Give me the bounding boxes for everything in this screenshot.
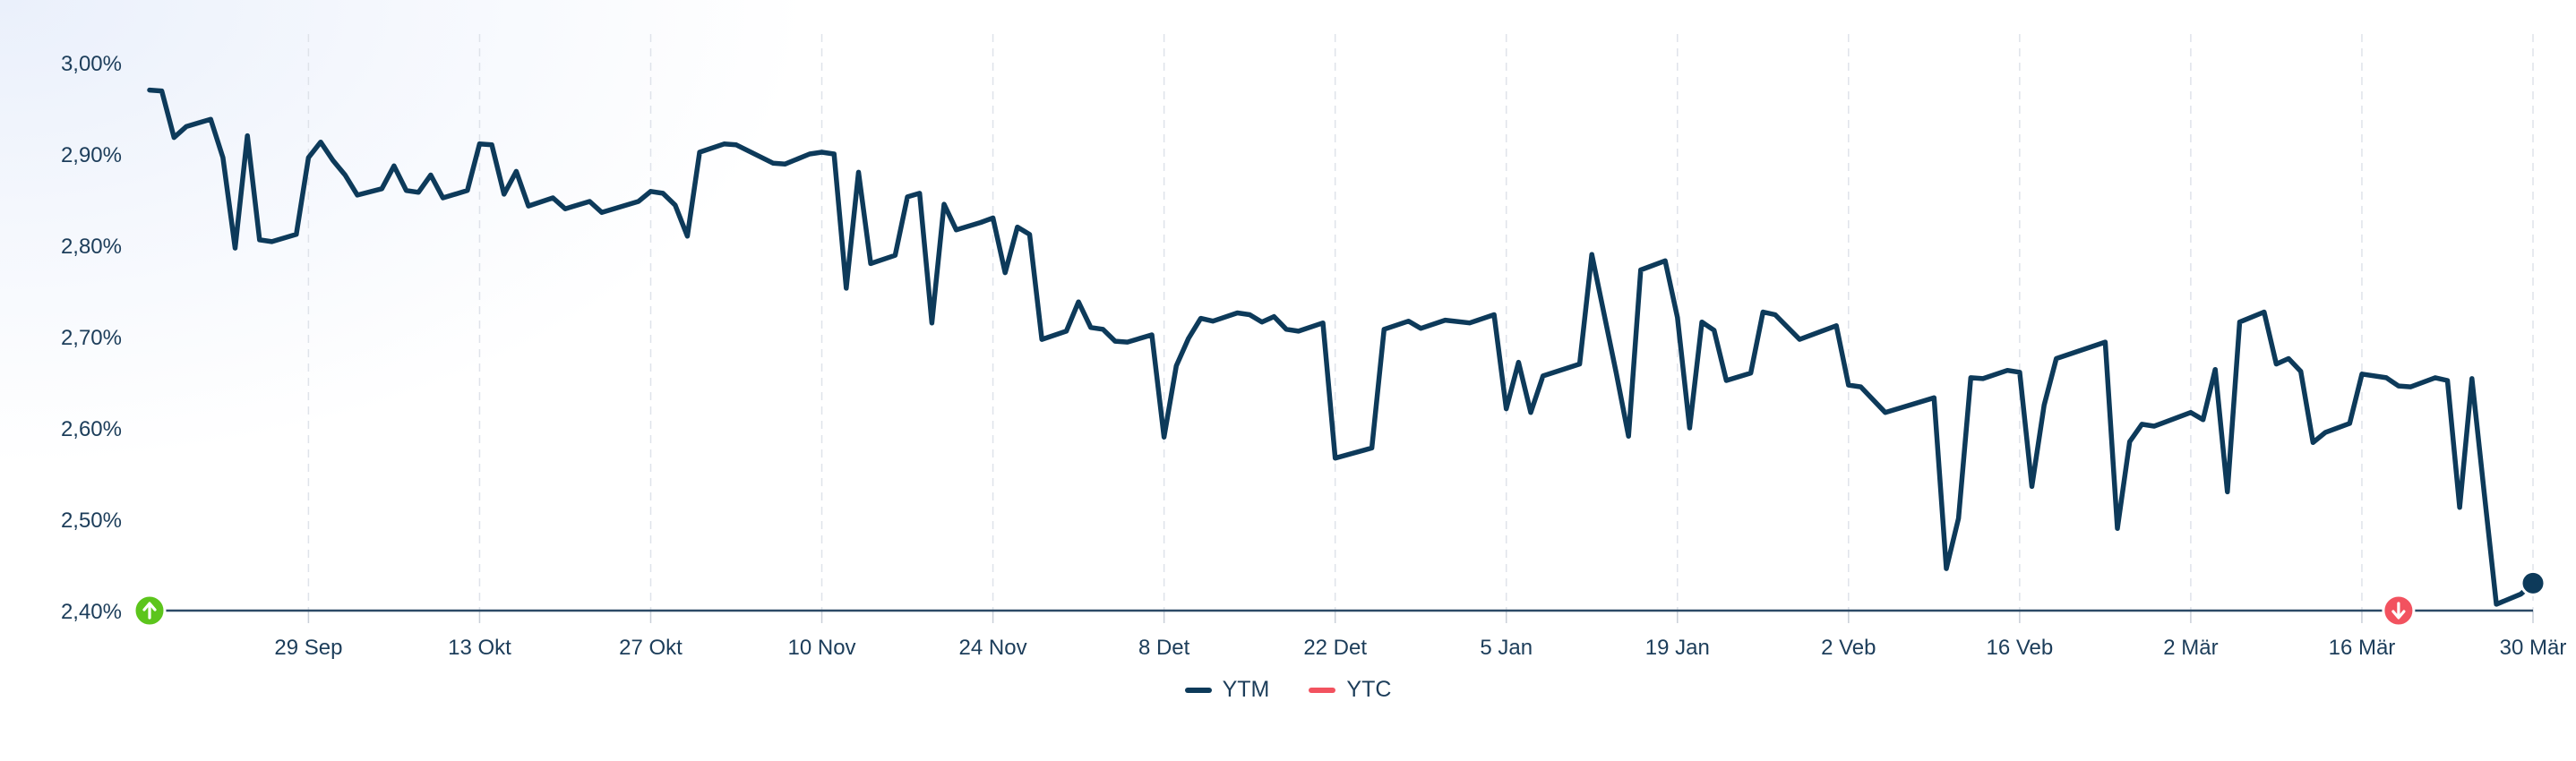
legend: YTM YTC	[0, 677, 2576, 703]
y-tick-label: 2,40%	[61, 600, 122, 624]
x-tick-label: 5 Jan	[1480, 636, 1533, 660]
x-tick-label: 24 Nov	[959, 636, 1027, 660]
y-tick-label: 2,60%	[61, 417, 122, 441]
x-tick-label: 13 Okt	[448, 636, 511, 660]
series-line-ytm[interactable]	[147, 87, 2536, 607]
x-tick-label: 16 Veb	[1986, 636, 2053, 660]
x-tick-label: 27 Okt	[619, 636, 683, 660]
x-tick-label: 2 Veb	[1821, 636, 1876, 660]
call-marker[interactable]	[2382, 594, 2416, 628]
yield-chart: 3,00% 2,90% 2,80% 2,70% 2,60% 2,50% 2,40% 29 S…	[61, 34, 2567, 660]
x-tick-label: 30 Mär	[2500, 636, 2567, 660]
legend-label-ytm: YTM	[1222, 677, 1270, 702]
last-point-marker[interactable]	[2520, 569, 2546, 596]
legend-swatch-ytm	[1184, 687, 1212, 693]
legend-label-ytc: YTC	[1346, 677, 1392, 702]
grid-lines	[307, 34, 2534, 611]
x-tick-label: 10 Nov	[788, 636, 856, 660]
x-tick-label: 19 Jan	[1645, 636, 1710, 660]
y-tick-label: 2,80%	[61, 235, 122, 259]
x-axis: 29 Sep 13 Okt 27 Okt 10 Nov 24 Nov 8 Det 22 De…	[150, 609, 2567, 660]
y-tick-label: 2,90%	[61, 143, 122, 167]
x-tick-label: 29 Sep	[274, 636, 342, 660]
markers	[133, 594, 2416, 628]
y-tick-label: 2,70%	[61, 326, 122, 350]
legend-item-ytc[interactable]: YTC	[1309, 677, 1391, 703]
arrow-up-icon	[142, 602, 157, 620]
x-tick-label: 2 Mär	[2163, 636, 2218, 660]
start-marker[interactable]	[133, 594, 167, 628]
legend-item-ytm[interactable]: YTM	[1184, 677, 1270, 703]
legend-swatch-ytc	[1309, 687, 1336, 693]
y-axis: 3,00% 2,90% 2,80% 2,70% 2,60% 2,50% 2,40%	[61, 52, 122, 624]
plot-area[interactable]	[147, 87, 2546, 607]
y-tick-label: 2,50%	[61, 509, 122, 533]
arrow-down-icon	[2391, 602, 2406, 620]
y-tick-label: 3,00%	[61, 52, 122, 76]
x-tick-label: 16 Mär	[2329, 636, 2396, 660]
x-tick-label: 8 Det	[1138, 636, 1190, 660]
x-tick-label: 22 Det	[1303, 636, 1367, 660]
